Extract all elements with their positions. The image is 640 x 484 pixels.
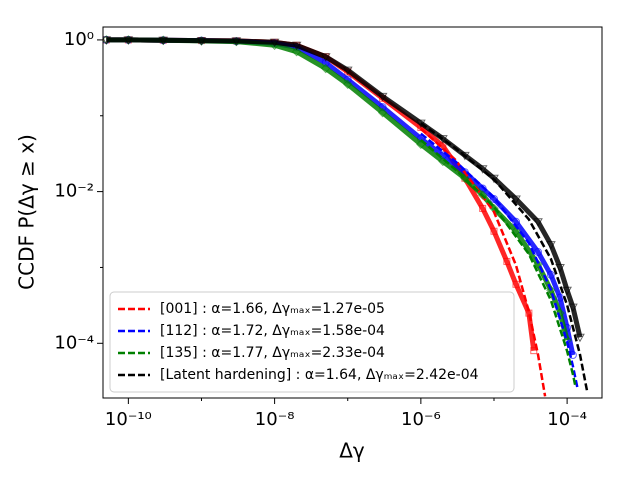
axes: 10⁻¹⁰ 10⁻⁸ 10⁻⁶ 10⁻⁴ 10⁻⁴ 10⁻² 10⁰: [54, 29, 587, 430]
data-point: [512, 280, 520, 288]
data-point: [530, 347, 538, 355]
x-tick-label: 10⁻⁴: [547, 409, 587, 430]
legend-label: [135] : α=1.77, Δγₘₐₓ=2.33e-04: [160, 345, 385, 361]
data-point: [546, 241, 556, 250]
data-point: [231, 37, 242, 46]
x-tick-label: 10⁻⁶: [401, 409, 441, 430]
data-point: [479, 204, 487, 212]
data-point: [490, 227, 498, 235]
plot-area: [103, 35, 589, 397]
data-point: [196, 37, 207, 46]
data-point: [123, 36, 134, 45]
legend-box: [109, 291, 515, 393]
data-point: [343, 79, 353, 89]
fit-line: [420, 122, 589, 394]
data-point: [158, 36, 169, 46]
data-point: [377, 107, 388, 118]
data-point: [489, 194, 498, 203]
data-point: [477, 190, 488, 200]
data-point: [321, 63, 331, 74]
data-point: [269, 38, 280, 48]
fit-line: [420, 127, 547, 397]
legend: [001] : α=1.66, Δγₘₐₓ=1.27e-05 [112] : α=…: [109, 291, 515, 393]
x-tick-label: 10⁻¹⁰: [105, 409, 152, 430]
data-point: [320, 53, 331, 62]
y-tick-label: 10⁻⁴: [54, 332, 94, 353]
fit-line: [420, 132, 580, 390]
data-point: [503, 257, 511, 265]
legend-label: [001] : α=1.66, Δγₘₐₓ=1.27e-05: [160, 301, 385, 317]
y-axis-label: CCDF P(Δγ ≥ x): [15, 134, 39, 290]
data-point: [377, 92, 388, 102]
x-tick-label: 10⁻⁸: [255, 409, 295, 430]
data-point: [533, 259, 543, 270]
data-point: [546, 270, 555, 279]
data-point: [568, 303, 578, 313]
data-point: [291, 46, 302, 57]
data-point: [533, 218, 543, 227]
data-point: [342, 66, 353, 76]
y-tick-label: 10⁻²: [54, 181, 94, 202]
data-point: [534, 247, 543, 256]
x-axis-label: Δγ: [339, 439, 365, 463]
data-point: [103, 36, 112, 45]
data-point: [562, 286, 572, 296]
legend-label: [112] : α=1.72, Δγₘₐₓ=1.58e-04: [160, 323, 385, 339]
data-point: [575, 333, 585, 343]
data-point: [555, 263, 565, 273]
y-tick-label: 10⁰: [64, 29, 94, 50]
axes-frame: [102, 26, 603, 399]
data-point: [291, 41, 302, 51]
fit-line: [420, 138, 577, 387]
data-point: [511, 195, 521, 204]
legend-label: [Latent hardening] : α=1.64, Δγₘₐₓ=2.42e…: [160, 367, 479, 383]
data-point: [546, 285, 556, 295]
